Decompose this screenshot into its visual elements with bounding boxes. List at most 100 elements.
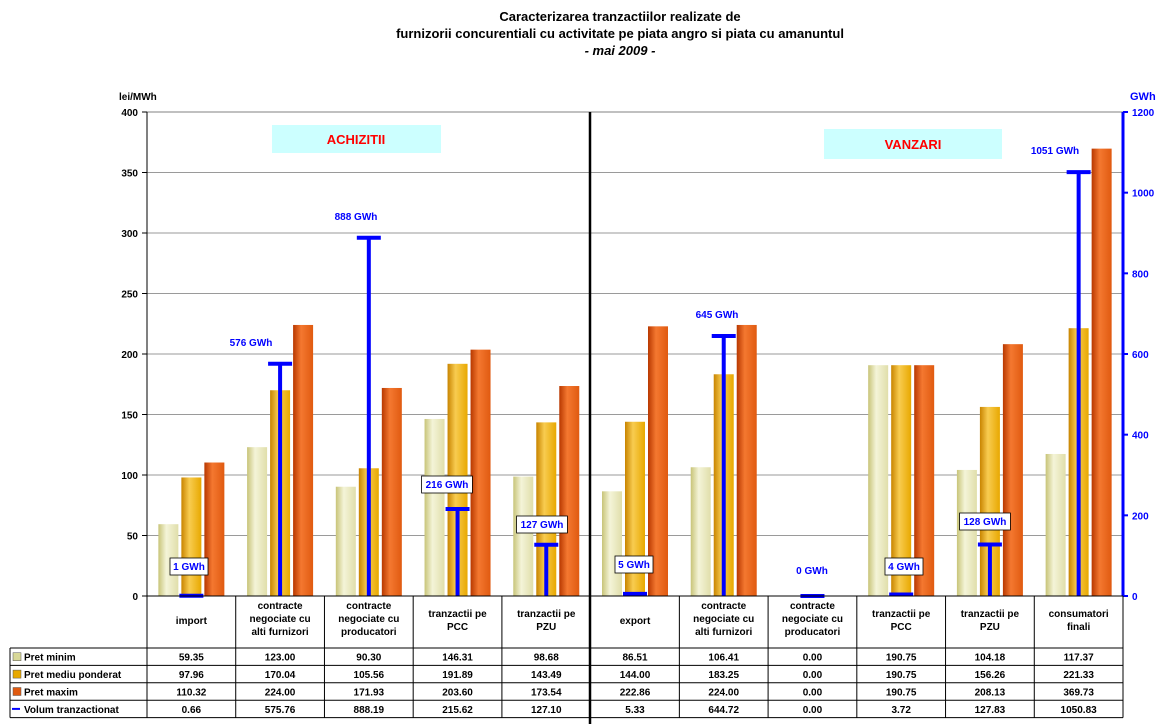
volume-label: 128 GWh <box>964 517 1007 528</box>
table-cell: 888.19 <box>354 705 385 716</box>
y-tick-label: 150 <box>121 411 138 422</box>
section-label-achizitii: ACHIZITII <box>327 132 386 147</box>
volume-label-box <box>169 557 209 576</box>
category-label: producatori <box>341 627 397 638</box>
category-label: consumatori <box>1049 609 1109 620</box>
volume-label: 576 GWh <box>230 338 273 349</box>
volume-label-box <box>516 515 568 534</box>
bar-mediu <box>979 406 1000 596</box>
category-label: negociate cu <box>693 614 754 625</box>
bar-min <box>158 524 179 596</box>
table-cell: 117.37 <box>1064 653 1094 664</box>
category-label: negociate cu <box>338 614 399 625</box>
category-label: PCC <box>447 622 468 633</box>
bar-mediu <box>536 422 557 596</box>
volume-label-box <box>959 512 1011 531</box>
table-cell: 215.62 <box>442 705 473 716</box>
legend-label: Pret maxim <box>24 688 78 699</box>
category-label: PCC <box>891 622 912 633</box>
legend-swatch <box>12 687 22 696</box>
y-tick-label: 100 <box>121 471 138 482</box>
table-cell: 190.75 <box>886 670 917 681</box>
table-cell: 190.75 <box>886 688 917 699</box>
volume-label: 1 GWh <box>173 562 205 573</box>
volume-label: 4 GWh <box>888 562 920 573</box>
table-cell: 221.33 <box>1063 670 1094 681</box>
category-label: tranzactii pe <box>517 609 576 620</box>
table-cell: 222.86 <box>620 688 651 699</box>
table-cell: 144.00 <box>620 670 651 681</box>
table-cell: 0.00 <box>803 688 823 699</box>
category-label: tranzactii pe <box>961 609 1020 620</box>
table-cell: 90.30 <box>356 653 381 664</box>
volume-label: 888 GWh <box>335 212 378 223</box>
table-cell: 0.00 <box>803 705 823 716</box>
table-cell: 146.31 <box>442 653 473 664</box>
y2-tick-label: 0 <box>1132 592 1138 603</box>
legend-label: Pret mediu ponderat <box>24 670 122 681</box>
y2-tick-label: 400 <box>1132 431 1149 442</box>
y-tick-label: 350 <box>121 169 138 180</box>
bar-max <box>559 386 580 596</box>
table-cell: 190.75 <box>886 653 917 664</box>
bar-max <box>1091 148 1112 596</box>
table-cell: 1050.83 <box>1061 705 1098 716</box>
chart-title-line2: furnizorii concurentiali cu activitate p… <box>396 26 844 41</box>
bar-min <box>602 491 622 596</box>
y-tick-label: 300 <box>121 229 138 240</box>
bar-max <box>381 387 402 596</box>
category-label: export <box>620 616 651 627</box>
category-label: contracte <box>701 601 746 612</box>
category-label: producatori <box>785 627 841 638</box>
y2-tick-label: 600 <box>1132 350 1149 361</box>
y2-tick-label: 200 <box>1132 511 1149 522</box>
table-cell: 86.51 <box>622 653 647 664</box>
table-cell: 575.76 <box>265 705 296 716</box>
table-cell: 127.10 <box>531 705 562 716</box>
table-cell: 104.18 <box>975 653 1006 664</box>
bar-mediu <box>181 477 202 596</box>
category-label: alti furnizori <box>251 627 308 638</box>
table-cell: 191.89 <box>442 670 473 681</box>
volume-label: 0 GWh <box>796 566 828 577</box>
table-cell: 3.72 <box>891 705 911 716</box>
volume-label: 216 GWh <box>426 480 469 491</box>
table-cell: 224.00 <box>265 688 296 699</box>
y-tick-label: 400 <box>121 108 138 119</box>
table-cell: 143.49 <box>531 670 562 681</box>
bar-min <box>513 476 534 596</box>
table-cell: 183.25 <box>708 670 739 681</box>
bar-max <box>204 462 225 596</box>
y2-tick-label: 1000 <box>1132 189 1155 200</box>
chart-subtitle: - mai 2009 - <box>584 43 656 58</box>
bar-min <box>247 447 268 596</box>
table-cell: 123.00 <box>265 653 296 664</box>
legend-label: Pret minim <box>24 653 76 664</box>
legend-swatch <box>12 652 22 661</box>
bar-min <box>335 486 356 596</box>
y2-tick-label: 800 <box>1132 269 1149 280</box>
y-tick-label: 250 <box>121 290 138 301</box>
volume-label-box <box>884 557 924 576</box>
table-cell: 97.96 <box>179 670 204 681</box>
volume-label: 645 GWh <box>696 310 739 321</box>
table-cell: 369.73 <box>1063 688 1094 699</box>
table-cell: 59.35 <box>179 653 204 664</box>
table-cell: 203.60 <box>442 688 473 699</box>
volume-label-box <box>421 475 473 494</box>
legend-label: Volum tranzactionat <box>24 705 119 716</box>
legend-swatch <box>12 669 22 679</box>
bar-max <box>470 349 491 596</box>
volume-label: 1051 GWh <box>1031 146 1079 157</box>
category-label: import <box>176 616 208 627</box>
volume-label-box <box>614 555 654 574</box>
table-cell: 208.13 <box>975 688 1006 699</box>
category-label: alti furnizori <box>695 627 752 638</box>
table-cell: 170.04 <box>265 670 296 681</box>
y2-axis-label: GWh <box>1130 91 1156 103</box>
bar-min <box>1045 453 1066 596</box>
chart-title: Caracterizarea tranzactiilor realizate d… <box>499 9 741 24</box>
table-cell: 173.54 <box>531 688 562 699</box>
bar-max <box>293 324 314 596</box>
table-cell: 127.83 <box>975 705 1006 716</box>
